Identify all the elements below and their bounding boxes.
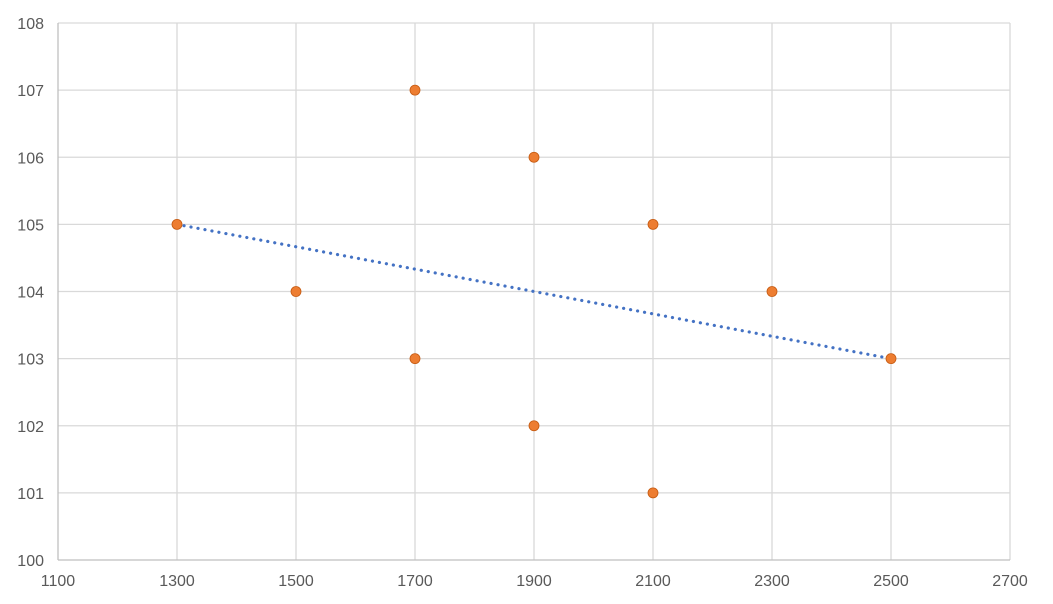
scatter-point: [528, 151, 540, 163]
scatter-point: [647, 487, 659, 499]
y-tick-label: 104: [17, 285, 44, 302]
x-tick-label: 2100: [635, 573, 671, 590]
x-tick-label: 2500: [873, 573, 909, 590]
x-tick-label: 1700: [397, 573, 433, 590]
scatter-point: [528, 420, 540, 432]
scatter-point: [885, 353, 897, 365]
scatter-points: [171, 84, 897, 499]
y-tick-label: 101: [17, 486, 44, 503]
scatter-point: [290, 286, 302, 297]
y-tick-label: 105: [17, 217, 44, 234]
y-tick-label: 107: [17, 83, 44, 100]
x-tick-label: 1900: [516, 573, 552, 590]
x-tick-label: 1300: [159, 573, 195, 590]
trend-line-layer: [175, 222, 893, 361]
scatter-point: [409, 353, 421, 365]
x-tick-label: 1500: [278, 573, 314, 590]
tick-labels: 1100 1300 1500 1700 1900 2100 2300 2500 2700 100 1…: [17, 16, 1028, 590]
scatter-point: [409, 84, 421, 96]
y-tick-label: 108: [17, 16, 44, 33]
x-tick-label: 1100: [41, 573, 76, 590]
y-tick-label: 100: [17, 553, 44, 570]
trend-line: [175, 222, 893, 361]
scatter-point: [647, 218, 659, 230]
scatter-point: [766, 286, 778, 297]
y-tick-label: 102: [17, 419, 44, 436]
scatter-point: [171, 218, 183, 230]
x-tick-label: 2700: [992, 573, 1028, 590]
axes: [57, 23, 1010, 561]
y-tick-label: 106: [17, 150, 44, 167]
x-tick-label: 2300: [754, 573, 790, 590]
y-tick-label: 103: [17, 352, 44, 369]
